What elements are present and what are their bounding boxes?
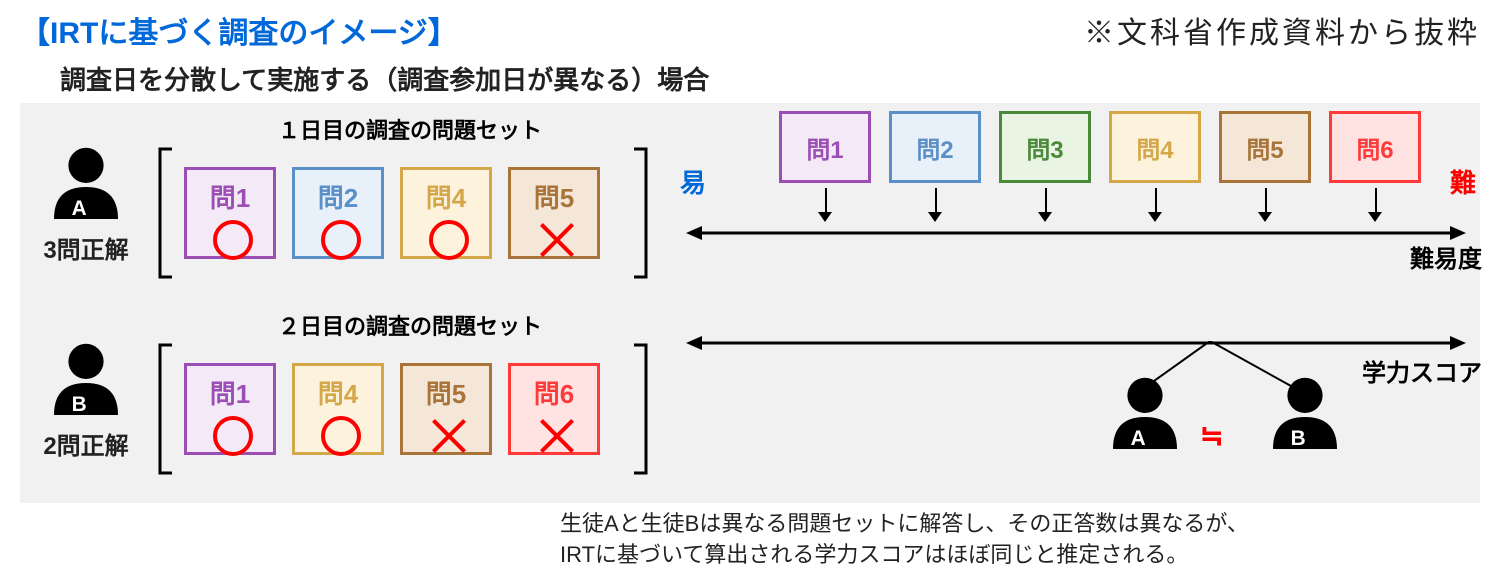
score-person-a: A xyxy=(1100,373,1190,458)
qboxes-b: 問1問4問5問6 xyxy=(184,363,600,455)
person-a-score: 3問正解 xyxy=(36,230,136,265)
set-b: ２日目の調査の問題セット 問1問4問5問6 xyxy=(160,309,660,475)
person-icon: B xyxy=(46,339,126,419)
set-b-title: ２日目の調査の問題セット xyxy=(160,309,660,341)
mark-correct-icon xyxy=(321,416,361,456)
mark-correct-icon xyxy=(321,220,361,260)
person-b: B 2問正解 xyxy=(36,339,136,461)
question-box: 問6 xyxy=(508,363,600,455)
mark-wrong-icon xyxy=(537,220,577,260)
arrow-down-icon xyxy=(818,212,832,222)
set-a: １日目の調査の問題セット 問1問2問4問5 xyxy=(160,113,660,279)
footnote-line2: IRTに基づいて算出される学力スコアはほぼ同じと推定される。 xyxy=(560,540,1500,571)
difficulty-box: 問5 xyxy=(1219,111,1311,183)
main-title: 【IRTに基づく調査のイメージ】 xyxy=(20,8,458,52)
difficulty-box: 問3 xyxy=(999,111,1091,183)
arrow-down-icon xyxy=(1148,212,1162,222)
footnote: 生徒Aと生徒Bは異なる問題セットに解答し、その正答数は異なるが、 IRTに基づい… xyxy=(0,503,1500,571)
difficulty-boxes: 問1問2問3問4問5問6 xyxy=(720,111,1480,183)
footnote-line1: 生徒Aと生徒Bは異なる問題セットに解答し、その正答数は異なるが、 xyxy=(560,509,1500,540)
person-icon: A xyxy=(46,143,126,223)
student-a-block: A 3問正解 １日目の調査の問題セット 問1問2問4問5 xyxy=(20,113,670,303)
easy-label: 易 xyxy=(680,163,706,200)
difficulty-axis xyxy=(686,223,1466,243)
difficulty-box: 問4 xyxy=(1109,111,1201,183)
subtitle: 調査日を分散して実施する（調査参加日が異なる）場合 xyxy=(0,52,1500,103)
question-box: 問2 xyxy=(292,167,384,259)
arrow-down-icon xyxy=(1038,212,1052,222)
score-axis-label: 学力スコア xyxy=(1362,353,1482,388)
person-icon: A xyxy=(1105,373,1185,453)
difficulty-box: 問2 xyxy=(889,111,981,183)
arrow-down-icon xyxy=(928,212,942,222)
mark-correct-icon xyxy=(429,220,469,260)
question-box: 問1 xyxy=(184,363,276,455)
source-note: ※文科省作成資料から抜粋 xyxy=(1084,8,1480,52)
person-letter: A xyxy=(1131,427,1146,450)
score-person-b: B xyxy=(1260,373,1350,458)
bracket-open: 【 xyxy=(20,17,50,50)
person-letter: B xyxy=(72,393,87,416)
mark-correct-icon xyxy=(213,220,253,260)
question-box: 問4 xyxy=(400,167,492,259)
person-b-score: 2問正解 xyxy=(36,426,136,461)
question-box: 問4 xyxy=(292,363,384,455)
set-a-title: １日目の調査の問題セット xyxy=(160,113,660,145)
person-icon: B xyxy=(1265,373,1345,453)
approx-symbol: ≒ xyxy=(1200,419,1224,452)
title-text: IRTに基づく調査のイメージ xyxy=(50,17,428,50)
mark-correct-icon xyxy=(213,416,253,456)
hard-label: 難 xyxy=(1450,163,1476,200)
person-letter: B xyxy=(1291,427,1306,450)
difficulty-panel: 易 難 問1問2問3問4問5問6 難易度 xyxy=(680,111,1480,301)
mark-wrong-icon xyxy=(537,416,577,456)
person-letter: A xyxy=(72,197,87,220)
difficulty-box: 問1 xyxy=(779,111,871,183)
arrow-down-icon xyxy=(1368,212,1382,222)
bracket-close: 】 xyxy=(428,17,458,50)
title-row: 【IRTに基づく調査のイメージ】 ※文科省作成資料から抜粋 xyxy=(0,0,1500,52)
score-people: A B xyxy=(1100,373,1350,458)
mark-wrong-icon xyxy=(429,416,469,456)
arrow-down-icon xyxy=(1258,212,1272,222)
qboxes-a: 問1問2問4問5 xyxy=(184,167,600,259)
person-a: A 3問正解 xyxy=(36,143,136,265)
difficulty-axis-label: 難易度 xyxy=(1410,239,1482,274)
difficulty-box: 問6 xyxy=(1329,111,1421,183)
question-box: 問5 xyxy=(508,167,600,259)
score-panel: 学力スコア A B ≒ xyxy=(680,323,1480,493)
question-box: 問1 xyxy=(184,167,276,259)
question-box: 問5 xyxy=(400,363,492,455)
student-b-block: B 2問正解 ２日目の調査の問題セット 問1問4問5問6 xyxy=(20,309,670,499)
diagram-band: A 3問正解 １日目の調査の問題セット 問1問2問4問5 B 2問正解 xyxy=(20,103,1480,503)
